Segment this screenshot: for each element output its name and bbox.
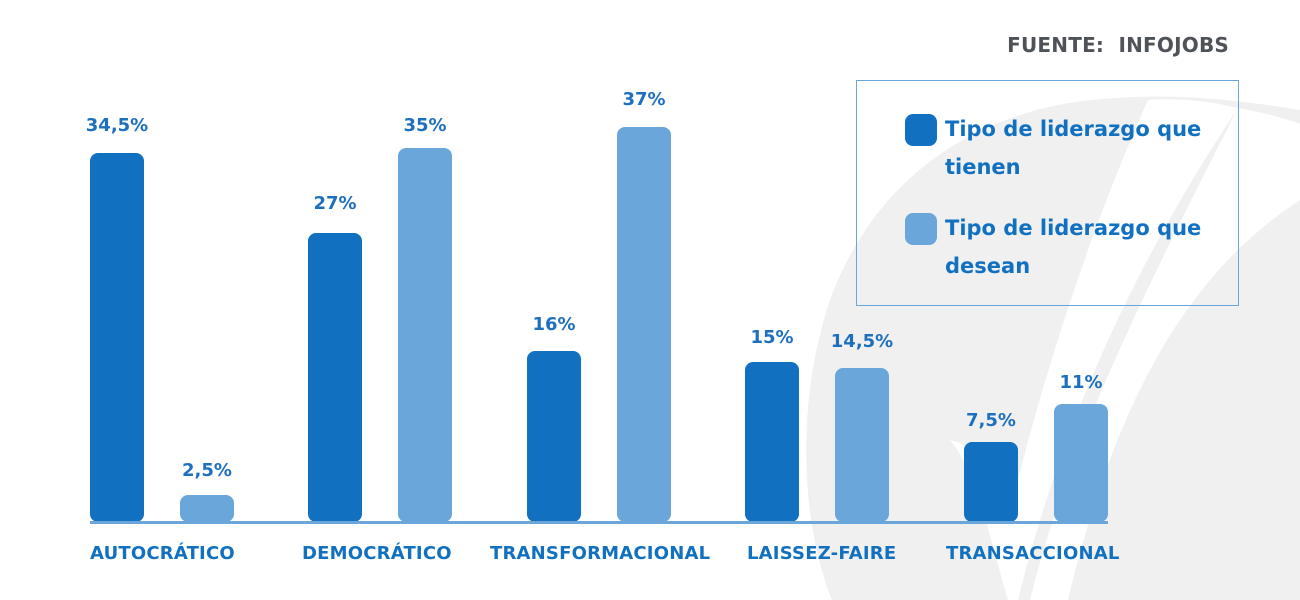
category-label-transaccional: TRANSACCIONAL (946, 543, 1120, 564)
category-label-transformacional: TRANSFORMACIONAL (490, 543, 711, 564)
bar-tienen-autocratico (90, 153, 144, 522)
legend-item-desean: Tipo de liderazgo que desean (905, 213, 1225, 285)
x-axis-baseline (90, 521, 1108, 524)
bar-desean-autocratico (180, 495, 234, 522)
chart-legend: Tipo de liderazgo que tienen Tipo de lid… (856, 80, 1239, 306)
value-label-desean: 14,5% (830, 331, 894, 352)
legend-label-tienen: Tipo de liderazgo que tienen (945, 117, 1202, 179)
value-label-desean: 35% (403, 115, 447, 136)
value-label-tienen: 27% (313, 193, 357, 214)
value-label-tienen: 7,5% (966, 410, 1016, 431)
value-label-tienen: 34,5% (85, 115, 149, 136)
bar-desean-transformacional (617, 127, 671, 522)
value-label-tienen: 15% (750, 327, 794, 348)
legend-swatch-tienen (905, 114, 937, 146)
legend-label-desean: Tipo de liderazgo que desean (945, 216, 1202, 278)
bar-desean-democratico (398, 148, 452, 522)
bar-desean-laissez-faire (835, 368, 889, 522)
value-label-tienen: 16% (532, 314, 576, 335)
legend-item-tienen: Tipo de liderazgo que tienen (905, 114, 1225, 186)
category-label-democratico: DEMOCRÁTICO (302, 543, 452, 564)
bar-tienen-transaccional (964, 442, 1018, 522)
bar-tienen-democratico (308, 233, 362, 522)
legend-swatch-desean (905, 213, 937, 245)
source-label: FUENTE: INFOJOBS (1007, 33, 1229, 57)
value-label-desean: 37% (622, 89, 666, 110)
bar-tienen-transformacional (527, 351, 581, 522)
bar-tienen-laissez-faire (745, 362, 799, 522)
category-label-autocratico: AUTOCRÁTICO (90, 543, 235, 564)
value-label-desean: 2,5% (182, 460, 232, 481)
bar-desean-transaccional (1054, 404, 1108, 522)
category-label-laissez-faire: LAISSEZ-FAIRE (747, 543, 897, 564)
value-label-desean: 11% (1059, 372, 1103, 393)
